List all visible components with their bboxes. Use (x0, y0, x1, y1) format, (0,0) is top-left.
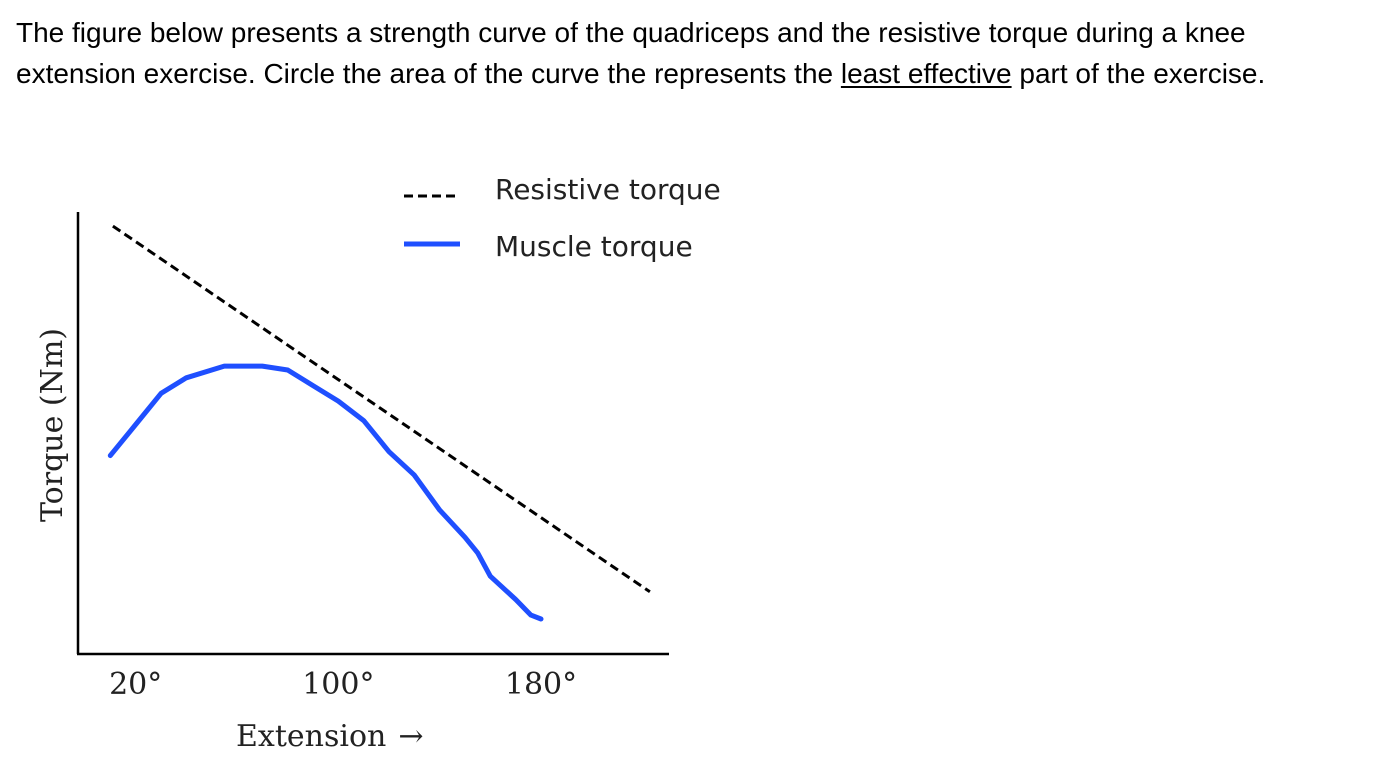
x-tick-label: 20° (109, 667, 162, 702)
x-axis-title: Extension → (236, 719, 423, 754)
question-emphasis: least effective (840, 58, 1012, 89)
question-line-2-end: part of the exercise. (1011, 58, 1266, 89)
legend: Resistive torque Muscle torque (404, 173, 721, 263)
series-line-resistive-torque (112, 224, 651, 594)
legend-label-resistive-torque: Resistive torque (495, 173, 721, 206)
x-tick-label: 100° (302, 667, 374, 702)
series-line-muscle-torque (107, 363, 544, 622)
y-axis-title: Torque (Nm) (35, 328, 70, 522)
x-axis-title-text: Extension (236, 719, 386, 754)
x-axis-arrow: → (398, 719, 423, 754)
question-line-2-start: extension exercise. Circle the area of t… (16, 58, 841, 89)
legend-label-muscle-torque: Muscle torque (495, 230, 693, 263)
x-tick-label: 180° (505, 667, 577, 702)
question-text: The figure below presents a strength cur… (16, 12, 1376, 94)
question-line-1: The figure below presents a strength cur… (16, 17, 1246, 48)
